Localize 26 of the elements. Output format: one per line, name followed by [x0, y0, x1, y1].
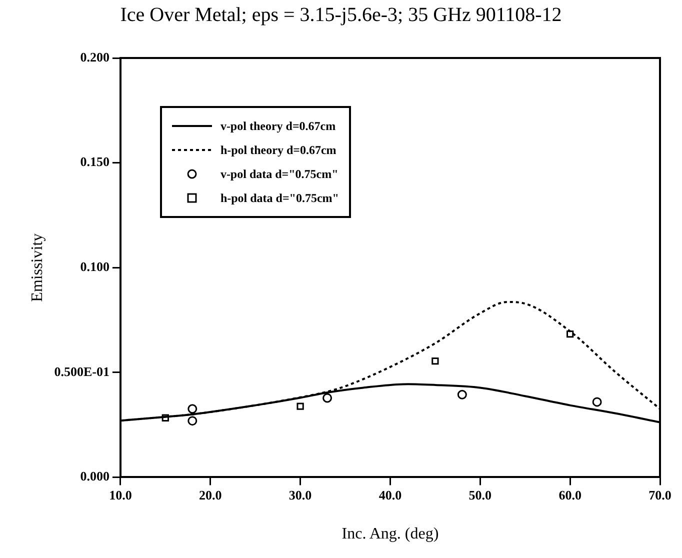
y-tick-label: 0.000 — [80, 468, 110, 484]
x-axis-title: Inc. Ang. (deg) — [342, 526, 439, 543]
legend-label: h-pol theory d=0.67cm — [220, 142, 336, 158]
x-tick-label: 50.0 — [468, 487, 492, 502]
x-tick-label: 20.0 — [199, 487, 222, 502]
x-tick-label: 40.0 — [378, 487, 402, 502]
legend-label: v-pol data d="0.75cm" — [220, 166, 338, 182]
y-tick-label: 0.200 — [80, 49, 110, 64]
point — [188, 416, 198, 426]
point — [432, 358, 439, 365]
point — [188, 404, 198, 414]
point — [457, 390, 467, 400]
chart-title: Ice Over Metal; eps = 3.15-j5.6e-3; 35 GHz 901108-12 — [119, 4, 563, 27]
x-tick-label: 60.0 — [558, 487, 582, 502]
x-tick-label: 70.0 — [648, 487, 672, 502]
y-tick-label: 0.150 — [80, 154, 110, 170]
legend-label: v-pol theory d=0.67cm — [220, 118, 336, 134]
legend-label: h-pol data d="0.75cm" — [220, 190, 339, 206]
x-tick-label: 30.0 — [288, 487, 312, 502]
point — [592, 397, 602, 407]
y-tick-label: 0.500E-01 — [54, 364, 110, 379]
y-tick-label: 0.100 — [80, 258, 110, 274]
y-axis-title: Emissivity — [28, 233, 46, 302]
point — [296, 402, 304, 410]
x-tick-label: 10.0 — [109, 487, 132, 502]
point — [322, 393, 332, 403]
